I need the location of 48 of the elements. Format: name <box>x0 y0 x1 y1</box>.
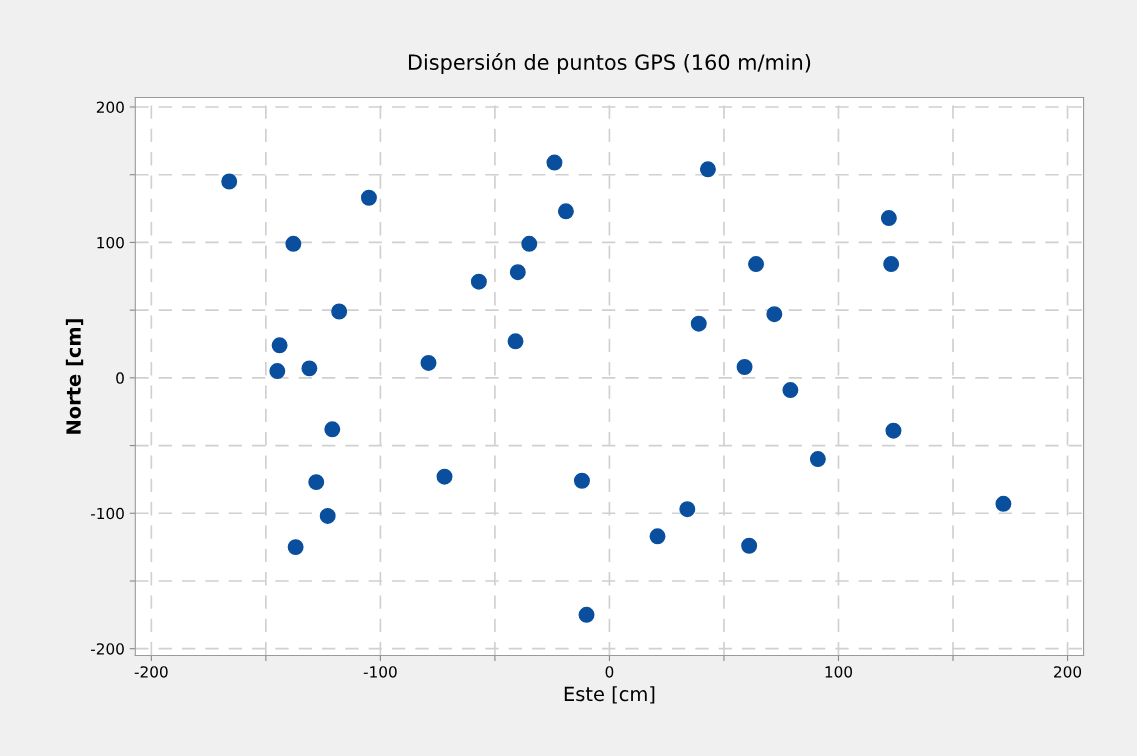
y-tick-label: 0 <box>116 372 124 384</box>
point <box>331 303 348 320</box>
point <box>521 235 538 252</box>
point <box>649 528 666 545</box>
point <box>319 507 336 524</box>
point <box>736 359 753 375</box>
point <box>470 273 487 290</box>
point <box>360 189 377 206</box>
point <box>436 468 453 485</box>
x-tick-label: 100 <box>825 666 853 678</box>
y-tick-label: 100 <box>97 236 124 249</box>
point <box>308 474 325 491</box>
point <box>301 360 318 377</box>
point <box>578 606 595 623</box>
y-tick-label: -200 <box>90 643 124 655</box>
chart-title: Dispersión de puntos GPS (160 m/min) <box>408 53 811 75</box>
point <box>995 495 1012 512</box>
point <box>221 173 238 190</box>
point <box>766 306 783 323</box>
point <box>509 264 526 281</box>
point <box>809 451 826 468</box>
point <box>269 363 286 380</box>
point <box>507 333 524 350</box>
x-tick-label: -200 <box>134 666 168 678</box>
point <box>271 337 288 354</box>
point <box>573 472 590 489</box>
point <box>741 537 758 554</box>
point <box>679 501 696 518</box>
point <box>748 256 765 273</box>
point <box>287 539 304 556</box>
point <box>885 422 902 439</box>
point <box>690 315 707 332</box>
x-tick-label: 200 <box>1054 666 1082 678</box>
x-tick-label: -100 <box>363 666 397 678</box>
y-tick-label: -100 <box>90 507 124 520</box>
point <box>782 382 799 399</box>
point <box>883 256 900 273</box>
point <box>285 235 302 252</box>
point <box>557 203 574 220</box>
y-tick-label: 200 <box>96 101 124 114</box>
y-axis-title: Norte [cm] <box>65 319 84 434</box>
point <box>546 154 563 171</box>
x-axis-title: Este [cm] <box>564 686 655 704</box>
point <box>880 210 897 227</box>
point <box>324 421 341 438</box>
point <box>420 354 437 371</box>
x-tick-label: 0 <box>605 666 614 678</box>
point <box>699 161 716 178</box>
